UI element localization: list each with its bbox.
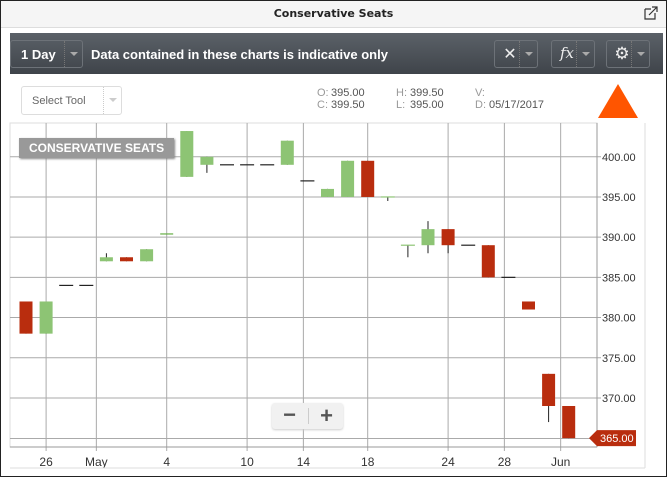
candle-body [562, 405, 576, 439]
candle-body [542, 373, 556, 406]
period-dropdown[interactable]: 1 Day [10, 40, 83, 68]
last-price-label: 365.00 [600, 433, 634, 445]
x-tick-label: 18 [361, 455, 375, 469]
ohlc-volume-date: V: D: 05/17/2017 [475, 87, 544, 111]
low-value: 395.00 [410, 99, 444, 111]
candle-body [200, 156, 214, 165]
select-tool-dropdown[interactable]: Select Tool [21, 86, 122, 115]
tools-icon: ✕ [503, 46, 517, 63]
disclaimer-text: Data contained in these charts is indica… [91, 47, 388, 62]
high-value: 399.50 [410, 87, 444, 99]
candle-body [160, 233, 174, 235]
low-label: L: [396, 99, 406, 111]
zoom-control: − + [272, 403, 343, 429]
candle-body [99, 257, 113, 262]
x-tick-label: 26 [39, 455, 53, 469]
drawing-tools-button[interactable]: ✕ [494, 40, 538, 68]
candle-body [441, 229, 455, 246]
x-tick-label: Jun [551, 455, 570, 469]
y-tick-label: 370.00 [602, 393, 636, 405]
x-tick-label: 14 [297, 455, 311, 469]
x-tick-label: 24 [441, 455, 455, 469]
high-label: H: [396, 87, 407, 99]
zoom-in-button[interactable]: + [308, 405, 344, 427]
chevron-down-icon [64, 41, 82, 67]
candle-body [280, 140, 294, 165]
last-price-badge [589, 430, 636, 447]
chevron-down-icon [631, 41, 649, 67]
chevron-down-icon [103, 87, 121, 114]
zoom-out-button[interactable]: − [283, 402, 296, 427]
x-tick-label: 10 [240, 455, 254, 469]
date-value: 05/17/2017 [489, 99, 545, 111]
candle-body [481, 245, 495, 278]
period-label: 1 Day [21, 47, 56, 62]
candle-body [361, 160, 375, 197]
ohlc-high-low: H: 399.50 L: 395.00 [396, 87, 444, 111]
x-tick-label: May [85, 455, 108, 469]
trend-up-indicator-icon [598, 84, 638, 118]
y-tick-label: 390.00 [602, 232, 636, 244]
x-tick-label: 4 [163, 455, 170, 469]
open-label: O: [317, 87, 329, 99]
chevron-down-icon [576, 41, 594, 67]
candle-body [421, 229, 435, 246]
title-bar: Conservative Seats [1, 1, 666, 28]
x-tick-label: 28 [498, 455, 512, 469]
candle-body [140, 249, 154, 262]
y-tick-label: 375.00 [602, 353, 636, 365]
select-tool-label: Select Tool [32, 95, 86, 107]
indicators-button[interactable]: fx [551, 40, 595, 68]
y-tick-label: 395.00 [602, 192, 636, 204]
window-title: Conservative Seats [273, 7, 394, 20]
close-label: C: [317, 99, 328, 111]
candle-body [321, 188, 334, 197]
candle-body [341, 160, 355, 197]
candle-body [180, 131, 194, 177]
ohlc-open-close: O: 395.00 C: 399.50 [317, 87, 365, 111]
candle-body [522, 301, 535, 310]
candle-body [120, 257, 133, 262]
y-tick-label: 380.00 [602, 313, 636, 325]
chart-series-label: CONSERVATIVE SEATS [19, 138, 175, 158]
y-tick-label: 385.00 [602, 272, 636, 284]
settings-button[interactable]: ⚙ [606, 40, 650, 68]
y-tick-label: 400.00 [602, 152, 636, 164]
external-link-icon[interactable] [644, 6, 658, 20]
date-label: D: [475, 99, 486, 111]
gear-icon: ⚙ [614, 44, 630, 63]
open-value: 395.00 [331, 87, 365, 99]
volume-label: V: [475, 87, 485, 99]
chevron-down-icon [519, 41, 537, 67]
chart-toolbar: 1 Day Data contained in these charts is … [10, 33, 663, 74]
candle-body [39, 301, 53, 334]
candle-body [19, 301, 33, 334]
close-value: 399.50 [331, 99, 365, 111]
function-icon: fx [559, 44, 574, 62]
